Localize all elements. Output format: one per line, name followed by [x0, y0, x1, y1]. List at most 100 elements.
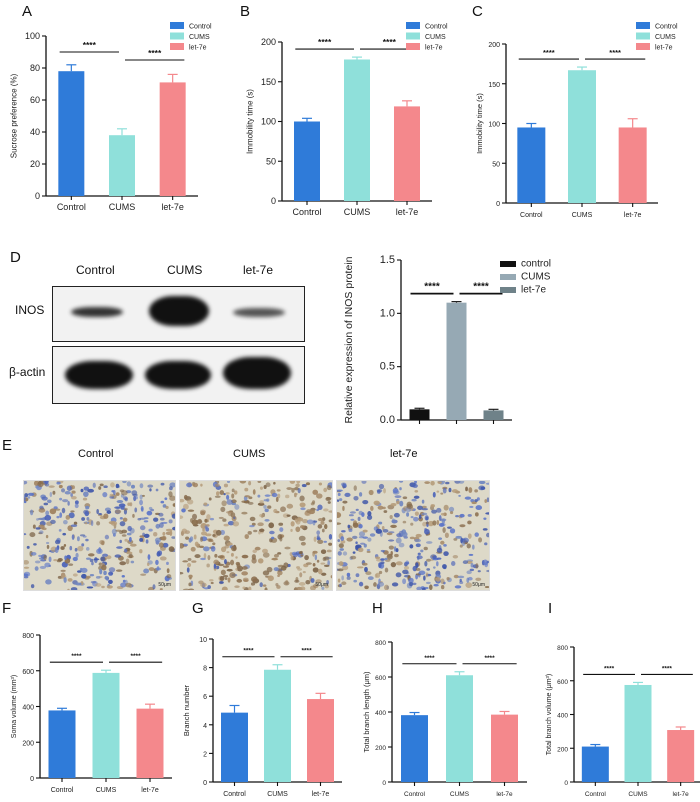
svg-text:****: **** [71, 653, 82, 660]
svg-text:Control: Control [655, 24, 678, 31]
svg-text:200: 200 [261, 37, 276, 47]
blot-inos [52, 286, 305, 342]
svg-text:Control: Control [189, 24, 212, 31]
svg-text:let-7e: let-7e [521, 285, 546, 296]
band-inos-let7e [233, 308, 285, 317]
chart-soma-volume: 0 200 400 600 800 Soma volume (mm³) Control CUM… [0, 620, 178, 797]
band-inos-cums [149, 296, 209, 326]
svg-text:****: **** [243, 648, 254, 655]
svg-text:50μm: 50μm [472, 582, 485, 588]
svg-text:0: 0 [496, 201, 500, 208]
svg-text:200: 200 [488, 42, 500, 49]
band-actin-cums [145, 361, 211, 389]
svg-text:let-7e: let-7e [141, 787, 159, 794]
svg-text:400: 400 [22, 705, 34, 712]
svg-text:800: 800 [22, 633, 34, 640]
band-actin-control [65, 361, 133, 389]
svg-text:let-7e: let-7e [673, 791, 690, 797]
svg-text:CUMS: CUMS [572, 212, 593, 219]
svg-text:100: 100 [488, 122, 500, 129]
svg-text:400: 400 [557, 713, 568, 720]
svg-text:****: **** [543, 48, 555, 57]
svg-text:200: 200 [557, 746, 568, 753]
svg-text:CUMS: CUMS [425, 34, 446, 41]
svg-text:0.5: 0.5 [380, 361, 395, 373]
svg-text:CUMS: CUMS [450, 791, 470, 797]
svg-text:****: **** [148, 48, 162, 58]
svg-text:10: 10 [199, 637, 207, 644]
ihc-image-control: 50μm [23, 480, 176, 591]
svg-text:****: **** [131, 653, 142, 660]
svg-text:CUMS: CUMS [96, 787, 117, 794]
svg-text:Immobility time (s): Immobility time (s) [246, 89, 255, 154]
blot-beta-actin [52, 346, 305, 404]
ihc-label-control: Control [78, 448, 114, 460]
svg-text:let-7e: let-7e [189, 45, 207, 52]
svg-text:6: 6 [203, 694, 207, 701]
svg-text:CUMS: CUMS [344, 207, 371, 217]
svg-text:20: 20 [30, 159, 40, 169]
wb-row-label-inos: INOS [15, 303, 45, 317]
svg-text:Relative expression of INOS pr: Relative expression of INOS protein [343, 256, 355, 423]
band-inos-control [71, 307, 123, 317]
ihc-image-let7e: 50μm [336, 480, 490, 591]
svg-text:****: **** [662, 665, 673, 672]
svg-text:0: 0 [564, 780, 568, 787]
panel-label-b: B [240, 3, 251, 20]
svg-text:0: 0 [271, 196, 276, 206]
svg-text:0: 0 [35, 191, 40, 201]
svg-text:let-7e: let-7e [396, 207, 419, 217]
svg-text:0: 0 [203, 780, 207, 787]
svg-text:Immobility time (s): Immobility time (s) [475, 93, 484, 154]
wb-lane-label-let7e: let-7e [243, 263, 274, 277]
chart-immobility-time-c: 0 50 100 150 200 Immobility time (s) Control CU… [462, 20, 700, 220]
svg-text:50: 50 [492, 161, 500, 168]
svg-text:8: 8 [203, 666, 207, 673]
svg-text:50μm: 50μm [158, 582, 171, 588]
chart-total-branch-volume: 0 200 400 600 800 Total branch volume (μm³) Co… [522, 620, 700, 798]
svg-text:Control: Control [585, 791, 607, 797]
svg-text:****: **** [302, 648, 313, 655]
svg-text:****: **** [424, 282, 440, 293]
svg-text:40: 40 [30, 127, 40, 137]
svg-text:Control: Control [520, 212, 543, 219]
svg-text:400: 400 [375, 710, 386, 717]
svg-text:200: 200 [375, 745, 386, 752]
svg-text:800: 800 [375, 640, 386, 647]
chart-inos-expression: 0.0 0.5 1.0 1.5 Relative expression of INOS … [340, 235, 590, 435]
svg-text:CUMS: CUMS [521, 272, 551, 283]
wb-row-label-beta-actin: β-actin [9, 365, 46, 379]
svg-text:let-7e: let-7e [425, 45, 443, 52]
chart-immobility-time-b: 0 50 100 150 200 Immobility time (s) Control CU… [232, 20, 467, 220]
panel-label-i: I [548, 600, 553, 617]
panel-label-c: C [472, 3, 483, 20]
ihc-label-let7e: let-7e [390, 448, 418, 460]
svg-text:****: **** [609, 48, 621, 57]
ihc-image-cums: 50μm [179, 480, 333, 591]
svg-text:Control: Control [292, 207, 321, 217]
svg-text:1.0: 1.0 [380, 307, 395, 319]
svg-text:let-7e: let-7e [624, 212, 642, 219]
ihc-label-cums: CUMS [233, 448, 266, 460]
svg-text:****: **** [83, 40, 97, 50]
svg-text:let-7e: let-7e [496, 791, 513, 797]
svg-text:Control: Control [404, 791, 426, 797]
panel-label-e: E [2, 437, 13, 454]
svg-text:****: **** [383, 37, 397, 47]
svg-text:600: 600 [375, 675, 386, 682]
svg-text:4: 4 [203, 723, 207, 730]
svg-text:50: 50 [266, 156, 276, 166]
svg-text:control: control [521, 259, 551, 270]
band-actin-let7e [223, 357, 291, 389]
svg-text:CUMS: CUMS [628, 791, 648, 797]
svg-text:100: 100 [25, 31, 40, 41]
wb-lane-label-cums: CUMS [167, 263, 203, 277]
chart-total-branch-length: 0 200 400 600 800 Total branch length (μm) Con… [352, 620, 530, 798]
svg-text:Control: Control [51, 787, 74, 794]
svg-text:Control: Control [425, 24, 448, 31]
svg-text:0: 0 [30, 776, 34, 783]
svg-text:****: **** [604, 665, 615, 672]
svg-text:CUMS: CUMS [655, 34, 676, 41]
svg-text:0: 0 [382, 780, 386, 787]
chart-branch-number: 0 2 4 6 8 10 Branch number Control CUMS let-7e ***… [178, 620, 356, 798]
